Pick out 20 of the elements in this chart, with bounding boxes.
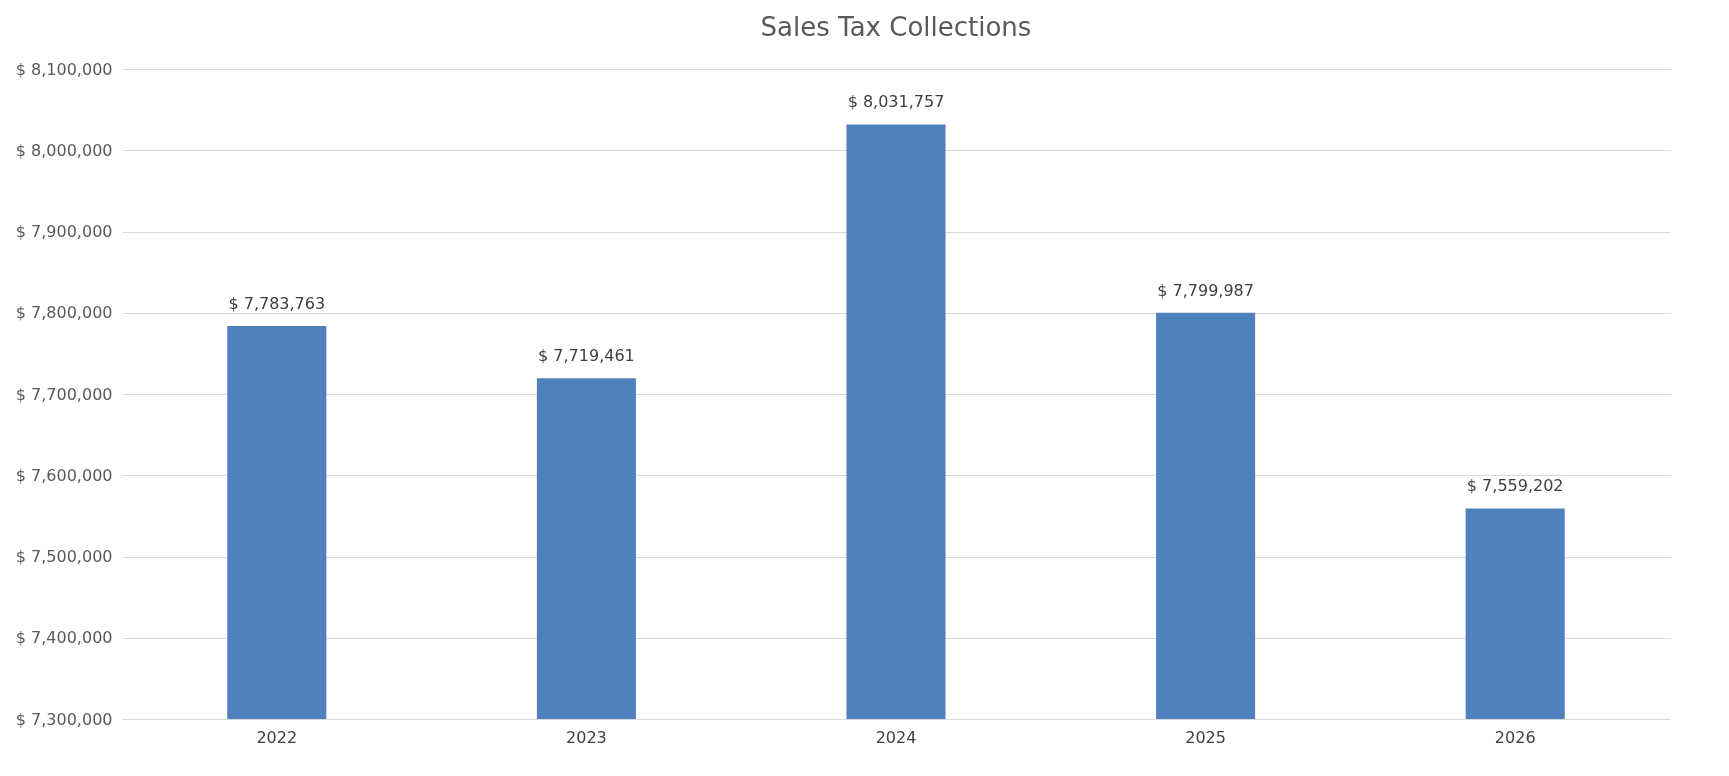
- y-tick-label: $ 8,100,000: [15, 59, 113, 79]
- x-tick-label: 2023: [566, 727, 607, 747]
- data-label: $ 8,031,757: [847, 92, 945, 112]
- data-label: $ 7,799,987: [1157, 280, 1254, 300]
- x-tick-label: 2022: [256, 727, 298, 747]
- y-tick-label: $ 7,500,000: [15, 547, 113, 566]
- data-label: $ 7,783,763: [228, 293, 326, 313]
- y-tick-label: $ 7,700,000: [15, 384, 113, 404]
- chart-title: Sales Tax Collections: [760, 12, 1032, 42]
- x-tick-label: 2024: [875, 727, 917, 747]
- y-tick-label: $ 8,000,000: [15, 140, 113, 160]
- y-tick-label: $ 7,400,000: [15, 628, 113, 648]
- x-tick-label: 2026: [1494, 727, 1536, 747]
- y-tick-label: $ 7,900,000: [15, 222, 113, 241]
- y-tick-label: $ 7,300,000: [15, 709, 113, 729]
- data-label: $ 7,559,202: [1466, 476, 1564, 496]
- data-label: $ 7,719,461: [538, 346, 635, 366]
- y-tick-label: $ 7,800,000: [15, 303, 113, 323]
- x-tick-label: 2025: [1185, 727, 1226, 747]
- y-tick-label: $ 7,600,000: [15, 465, 113, 485]
